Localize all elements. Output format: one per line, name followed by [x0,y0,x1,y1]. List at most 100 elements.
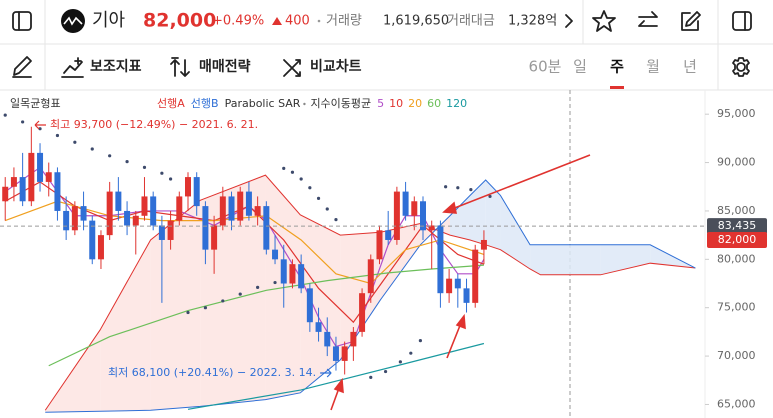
ema-line [187,342,485,410]
draw-button[interactable] [12,56,32,78]
sar-dot [325,207,329,211]
candle-body [124,210,131,226]
candle-body [411,201,418,216]
last-price-label: 82,000 [718,233,757,246]
sar-dot [369,375,373,379]
candle-body [63,210,70,231]
change-pct: +0.49% [212,14,264,29]
period-button[interactable]: 월 [646,58,660,76]
candle-body [454,278,461,289]
sar-dot [186,310,190,315]
swap-button[interactable] [638,11,658,27]
period-button[interactable]: 주 [610,58,624,76]
candle-body [132,215,139,226]
stock-name: 기아 [92,10,126,31]
turnover: 1,328억 [508,14,557,29]
favorite-button[interactable] [592,10,616,32]
y-tick-label: 85,000 [717,204,756,217]
candle-body [80,206,87,221]
icon-part [732,57,750,77]
candle-body [237,191,244,221]
candle-body [193,177,200,207]
turnover-label: 거래대금 [447,14,495,29]
candle-body [97,235,104,260]
candle-body [402,191,409,216]
arrow-line [330,387,340,411]
cloud-fill [449,195,470,240]
candle-body [315,322,322,332]
cloud-fill [150,200,201,411]
candle-body [289,264,296,284]
candle-body [10,177,17,187]
cloud-fill [100,239,151,412]
settings-button[interactable] [732,57,750,77]
candle-body [324,331,331,347]
sar-dot [125,159,129,164]
sar-dot [90,147,94,151]
sar-dot [383,369,388,374]
cloud-fill [500,195,531,269]
candle-body [472,249,479,303]
candle-body [211,225,218,250]
sidebar-toggle[interactable] [12,11,32,31]
candle-body [19,177,26,202]
sar-dot [418,338,422,343]
expand-chevron[interactable] [565,14,573,28]
legend-entry: 선행A [157,97,185,110]
candle-body [71,206,78,231]
candle-body [28,152,35,202]
logo-mark [63,16,83,26]
toolbar-button[interactable]: 비교차트 [310,59,362,75]
arrow-head [333,377,344,394]
y-tick-label: 90,000 [717,156,756,169]
last-price-box [707,231,767,248]
sar-dot [221,299,225,303]
sar-dot [308,186,312,190]
candle-body [385,230,392,240]
candle-body [141,196,148,216]
candle-body [219,196,226,226]
candle-body [228,196,235,221]
sar-dot [456,186,460,190]
toolbar-button[interactable]: 보조지표 [90,59,142,75]
period-button[interactable]: 60분 [529,58,562,76]
period-button[interactable]: 일 [573,58,587,76]
candle-body [428,225,435,231]
cloud-fill [540,244,601,275]
up-triangle [272,17,282,25]
candle-body [245,191,252,216]
candle-body [376,230,383,260]
logo [61,9,85,33]
cloud-line [45,179,696,413]
sar-dot [238,292,242,296]
sar-dot [142,165,147,170]
sar-dot [282,166,286,170]
sar-dot [409,351,413,355]
candle-body [106,191,113,236]
period-button[interactable]: 년 [683,58,697,76]
toolbar-button[interactable]: 매매전략 [199,58,251,75]
sar-dot [108,154,112,158]
arrow-head [455,313,466,330]
candle-body [437,225,444,294]
drawn-arrows [330,154,591,411]
legend-entry: 선행B [191,97,219,110]
sar-dot [168,177,173,181]
period-underline [610,86,624,89]
candle-body [167,220,174,240]
volume-label: 거래량 [326,14,362,29]
candle-body [263,206,270,250]
cloud-fill [300,214,341,393]
sar-dot [334,218,338,222]
y-tick-label: 65,000 [717,397,756,410]
high-note-arrow [34,120,46,130]
candle-body [280,259,287,284]
cloud-fill [470,179,486,245]
legend-entry: Parabolic SAR [225,97,301,110]
candle-body [359,293,366,332]
candle-body [420,201,426,231]
cloud-line [44,174,696,411]
edit-button[interactable] [681,11,701,31]
panel-toggle[interactable] [732,11,752,31]
candle-body [89,220,96,260]
